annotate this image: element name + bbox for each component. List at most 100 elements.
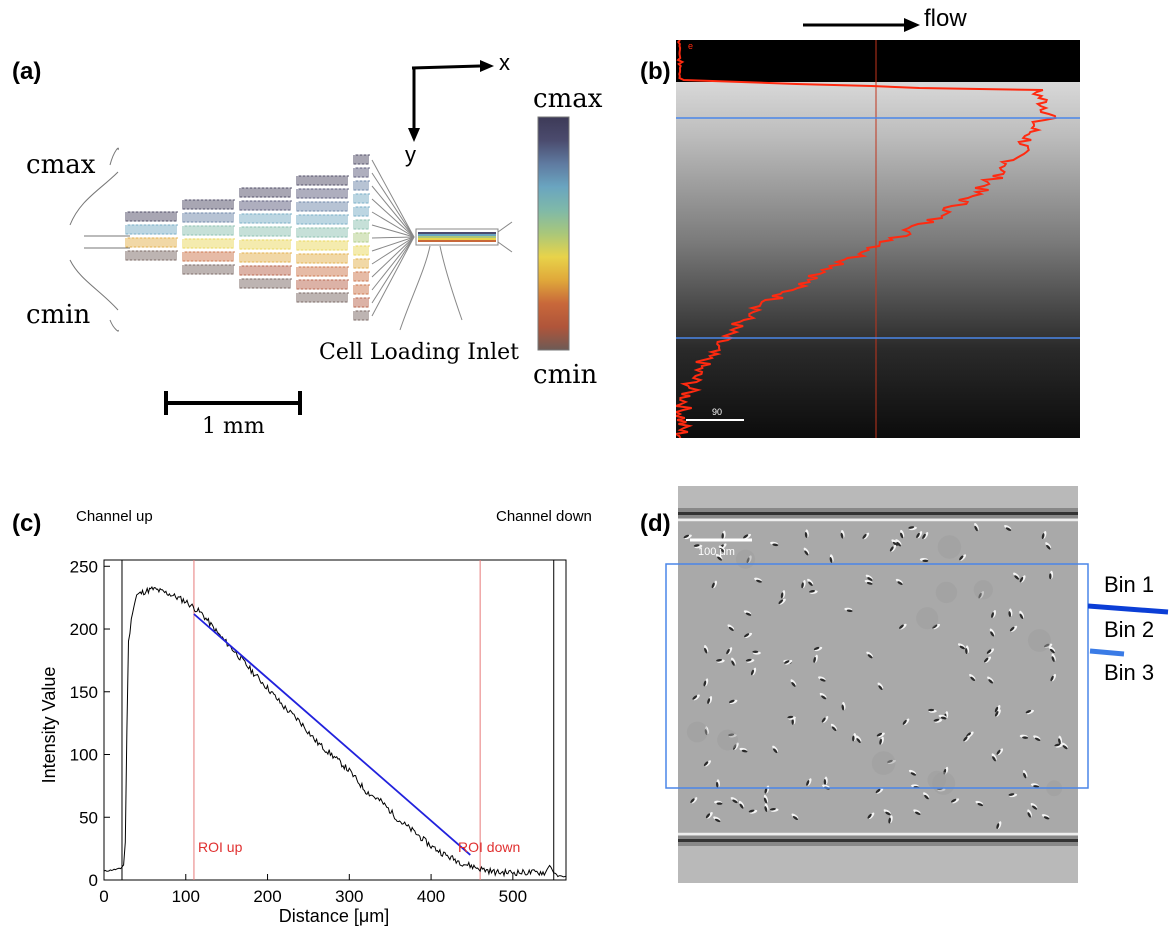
scale-text-d: 100 μm [698, 546, 735, 558]
bin-2-label: Bin 2 [1104, 617, 1155, 642]
cell [852, 733, 857, 742]
fanout-line [371, 236, 415, 265]
cell [716, 779, 720, 788]
y-tick-label: 0 [89, 871, 98, 890]
cell [1061, 742, 1068, 750]
cell [730, 797, 738, 804]
mixer-serpentine [353, 167, 370, 178]
cell [743, 610, 752, 616]
panel-d-label: (d) [640, 510, 671, 537]
bin-1-label: Bin 1 [1104, 572, 1155, 597]
x-tick-label: 500 [499, 887, 527, 906]
scale-text-b: 90 [712, 407, 722, 417]
fanout-line [371, 185, 415, 238]
cell [994, 705, 1001, 713]
debris [973, 580, 993, 600]
cell [951, 798, 960, 804]
cell [754, 577, 762, 583]
panel-b-image: 90 e [676, 40, 1080, 438]
cell [1030, 803, 1038, 810]
cell [883, 809, 891, 816]
mixer-serpentine [239, 265, 292, 276]
cell [801, 580, 806, 589]
cell [806, 778, 812, 786]
cell [727, 624, 735, 632]
cell [975, 800, 984, 807]
cell [994, 709, 1001, 717]
cell [809, 590, 818, 594]
roi-box-d-layer [665, 563, 1089, 789]
scale-label-a: 1 mm [202, 414, 265, 439]
x-tick-label: 200 [253, 887, 281, 906]
mixer-serpentine [353, 232, 370, 243]
chart-series [103, 585, 567, 878]
mixer-serpentine [296, 253, 349, 264]
cell [987, 676, 994, 684]
cell [984, 656, 992, 663]
cell [1054, 743, 1064, 748]
annotation-channel-up: Channel up [76, 508, 153, 525]
chart-reference-lines [121, 560, 555, 880]
axis-x-label: x [499, 50, 510, 75]
cell [752, 650, 761, 655]
cell [1045, 542, 1052, 550]
intensity-chart: 0 100 200 300 400 500 0 50 100 150 200 250 Distance… [39, 557, 567, 926]
cell [790, 679, 797, 687]
cell [889, 544, 897, 552]
cell [778, 598, 786, 605]
cell [1009, 625, 1018, 632]
cell [991, 610, 996, 618]
panel-c-label: (c) [12, 510, 42, 537]
cell [844, 607, 853, 613]
cell [1013, 572, 1020, 580]
mixer-serpentine [353, 245, 370, 256]
cell [965, 645, 970, 655]
cell [959, 554, 967, 561]
cell [744, 632, 753, 638]
mixer-serpentine [182, 199, 235, 210]
cell [718, 545, 726, 553]
cell [821, 716, 829, 723]
cell [743, 533, 752, 540]
cell [876, 732, 885, 738]
fanout-line [371, 236, 415, 317]
x-tick-label: 0 [99, 887, 108, 906]
cell [1019, 610, 1025, 619]
axis-arrows [408, 60, 494, 142]
x-tick-label: 300 [335, 887, 363, 906]
mixer-serpentine [296, 188, 349, 199]
mixer-serpentine [353, 180, 370, 191]
cell [716, 658, 725, 663]
cell [787, 715, 796, 720]
mixer-serpentine [239, 200, 292, 211]
chart-axes [103, 559, 567, 881]
mixer-serpentine [239, 278, 292, 289]
panel-d-image: 100 μm [678, 486, 1078, 883]
cell [750, 667, 757, 676]
cell [714, 800, 723, 805]
cell [729, 699, 738, 705]
mixer-serpentine [182, 264, 235, 275]
cell [819, 692, 827, 700]
cell [1004, 525, 1012, 531]
cell [913, 809, 921, 815]
cell [1051, 653, 1056, 662]
panel-a-label: (a) [12, 58, 42, 85]
flow-arrow [803, 18, 920, 32]
debris [686, 721, 708, 743]
cell [707, 696, 713, 704]
mixer-serpentine [239, 226, 292, 237]
debris [717, 729, 739, 751]
cell [888, 815, 893, 824]
cell [899, 623, 907, 630]
cell [933, 718, 943, 723]
fanout-line [371, 236, 415, 291]
cell [1058, 735, 1063, 745]
cell [748, 809, 758, 814]
intensity-trace [103, 585, 567, 878]
mixer-serpentine [296, 292, 349, 303]
mixer-serpentine [125, 237, 178, 248]
y-tick-label: 50 [79, 808, 98, 827]
mixer-serpentine [296, 201, 349, 212]
cell [705, 812, 713, 819]
